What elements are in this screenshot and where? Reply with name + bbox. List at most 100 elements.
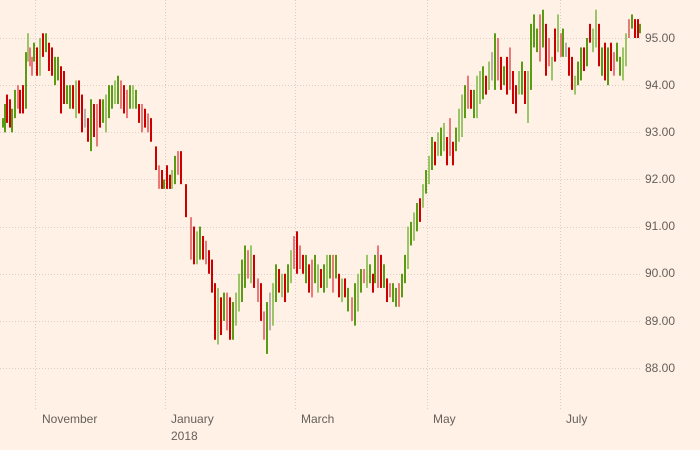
ohlc-bar <box>592 28 594 53</box>
ohlc-bar <box>341 278 343 303</box>
ohlc-bar <box>161 170 163 189</box>
ohlc-bar <box>250 245 252 284</box>
ohlc-bar <box>135 89 137 109</box>
ohlc-bar <box>440 127 442 156</box>
ohlc-bar <box>72 85 74 109</box>
ohlc-bar <box>287 264 289 293</box>
ohlc-bar <box>39 38 41 76</box>
y-tick-label: 88.00 <box>645 361 675 375</box>
ohlc-bar <box>634 19 636 38</box>
ohlc-bar <box>132 85 134 109</box>
ohlc-bar <box>631 14 633 29</box>
ohlc-bar <box>166 165 168 189</box>
ohlc-bar <box>57 56 59 81</box>
x-tick-sublabel-2018: 2018 <box>171 429 198 443</box>
ohlc-bar <box>386 278 388 303</box>
ohlc-bar <box>497 38 499 81</box>
ohlc-bar <box>202 236 204 260</box>
ohlc-bar <box>377 245 379 288</box>
ohlc-bar <box>503 66 505 86</box>
ohlc-bar <box>155 146 157 171</box>
ohlc-bar <box>577 61 579 86</box>
ohlc-bar <box>458 108 460 142</box>
ohlc-bar <box>11 108 13 133</box>
ohlc-bar <box>45 33 47 53</box>
ohlc-bar <box>521 61 523 95</box>
y-tick-label: 89.00 <box>645 314 675 328</box>
ohlc-bar <box>639 23 641 34</box>
ohlc-bar <box>595 9 597 48</box>
ohlc-bar <box>232 302 234 340</box>
ohlc-bar <box>363 269 365 284</box>
ohlc-bar <box>199 226 201 260</box>
ohlc-bar <box>551 56 553 81</box>
ohlc-bar <box>351 297 353 321</box>
ohlc-bar <box>102 99 104 123</box>
ohlc-bar <box>293 236 295 270</box>
ohlc-bar <box>610 42 612 72</box>
ohlc-bar <box>545 23 547 76</box>
ohlc-bar <box>2 118 4 128</box>
ohlc-bar <box>554 28 556 62</box>
ohlc-bar <box>357 273 359 312</box>
ohlc-bar <box>29 47 31 67</box>
ohlc-bar <box>500 56 502 90</box>
ohlc-bar <box>205 240 207 265</box>
x-axis: November January 2018 March May July <box>42 412 587 443</box>
ohlc-bar <box>431 137 433 171</box>
ohlc-bar <box>395 287 397 307</box>
ohlc-bar <box>601 47 603 76</box>
ohlc-bar <box>473 89 475 119</box>
ohlc-bar <box>278 269 280 293</box>
ohlc-bar <box>338 273 340 298</box>
ohlc-bar <box>401 273 403 298</box>
ohlc-bar <box>141 104 143 133</box>
ohlc-bar <box>180 151 182 185</box>
ohlc-bar <box>263 311 265 340</box>
ohlc-bar <box>308 264 310 293</box>
ohlc-bar <box>147 113 149 133</box>
ohlc-bar <box>366 254 368 288</box>
ohlc-bar <box>488 61 490 90</box>
ohlc-bar <box>512 71 514 105</box>
ohlc-bar <box>19 89 21 114</box>
ohlc-bar <box>604 42 606 81</box>
ohlc-bar <box>14 89 16 119</box>
ohlc-bar <box>536 28 538 53</box>
ohlc-bar <box>625 33 627 67</box>
ohlc-bar <box>586 38 588 67</box>
ohlc-bar <box>485 75 487 95</box>
ohlc-bar <box>305 254 307 284</box>
ohlc-bar <box>235 292 237 326</box>
ohlc-bar <box>562 28 564 57</box>
ohlc-bar <box>515 85 517 114</box>
ohlc-bar <box>158 165 160 189</box>
ohlc-bar <box>54 56 56 86</box>
ohlc-bar <box>335 254 337 279</box>
ohlc-bar <box>422 184 424 208</box>
ohlc-bar <box>217 287 219 345</box>
ohlc-bar <box>111 85 113 109</box>
ohlc-bar <box>17 85 19 109</box>
ohlc-bar <box>9 99 11 128</box>
ohlc-bar <box>479 71 481 105</box>
y-tick-label: 95.00 <box>645 31 675 45</box>
ohlc-bar <box>260 283 262 321</box>
ohlc-bar <box>275 264 277 303</box>
ohlc-bar <box>616 42 618 62</box>
y-tick-label: 93.00 <box>645 125 675 139</box>
ohlc-bar <box>96 104 98 147</box>
ohlc-bar <box>428 155 430 185</box>
ohlc-bar <box>269 292 271 331</box>
ohlc-bar <box>311 259 313 298</box>
ohlc-bar <box>467 75 469 109</box>
ohlc-bar <box>314 254 316 284</box>
y-tick-label: 94.00 <box>645 78 675 92</box>
ohlc-bar <box>622 47 624 81</box>
ohlc-bar <box>380 254 382 288</box>
ohlc-bar <box>105 94 107 133</box>
ohlc-bar <box>253 254 255 288</box>
ohlc-bar <box>568 47 570 76</box>
ohlc-bar <box>548 38 550 67</box>
ohlc-bar <box>332 254 334 293</box>
